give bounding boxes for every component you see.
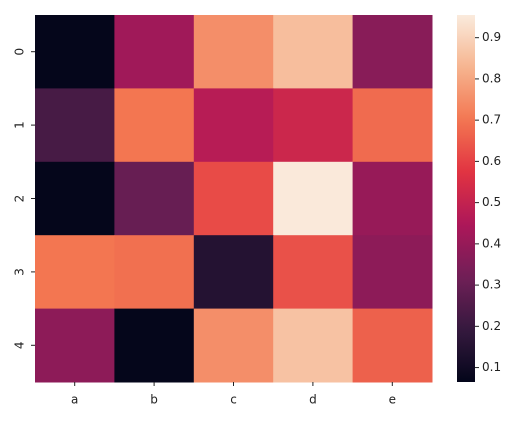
heatmap-cell: [114, 308, 195, 383]
colorbar-tick-label: 0.3: [482, 278, 501, 292]
heatmap-cell: [273, 161, 354, 236]
heatmap-cell: [114, 88, 195, 163]
heatmap-cell: [193, 88, 274, 163]
colorbar-tick-label: 0.1: [482, 360, 501, 374]
colorbar-tick-label: 0.9: [482, 30, 501, 44]
heatmap-cell: [114, 161, 195, 236]
colorbar-tick-label: 0.2: [482, 319, 501, 333]
heatmap-cell: [114, 15, 195, 89]
heatmap-cell: [273, 15, 354, 89]
y-tick-label: 0: [13, 48, 27, 56]
heatmap-cell: [193, 235, 274, 310]
y-tick-label: 1: [13, 121, 27, 129]
heatmap-cell: [114, 235, 195, 310]
heatmap-cell: [193, 15, 274, 89]
x-tick-label: d: [309, 393, 317, 407]
x-tick-label: c: [230, 393, 237, 407]
colorbar-tick-label: 0.5: [482, 195, 501, 209]
y-tick-label: 4: [13, 341, 27, 349]
colorbar-tick-label: 0.4: [482, 236, 501, 250]
heatmap-cell: [352, 161, 433, 236]
heatmap-cell: [273, 308, 354, 383]
colorbar-tick-label: 0.7: [482, 113, 501, 127]
heatmap-cell: [35, 15, 115, 89]
heatmap-cell: [35, 235, 115, 310]
heatmap-cell: [35, 161, 115, 236]
x-tick-label: b: [150, 393, 158, 407]
heatmap-cell: [193, 161, 274, 236]
heatmap-cell: [273, 88, 354, 163]
heatmap-cell: [35, 88, 115, 163]
heatmap-cell: [273, 235, 354, 310]
heatmap-cell: [352, 15, 433, 89]
y-tick-label: 3: [13, 268, 27, 276]
y-tick-label: 2: [13, 195, 27, 203]
heatmap-cell: [352, 308, 433, 383]
x-tick-label: e: [389, 393, 396, 407]
colorbar: [457, 15, 475, 382]
colorbar-tick-label: 0.6: [482, 154, 501, 168]
x-tick-label: a: [71, 393, 78, 407]
heatmap-cell: [193, 308, 274, 383]
colorbar-tick-label: 0.8: [482, 71, 501, 85]
heatmap-cell: [35, 308, 115, 383]
heatmap-cell: [352, 235, 433, 310]
heatmap-cell: [352, 88, 433, 163]
